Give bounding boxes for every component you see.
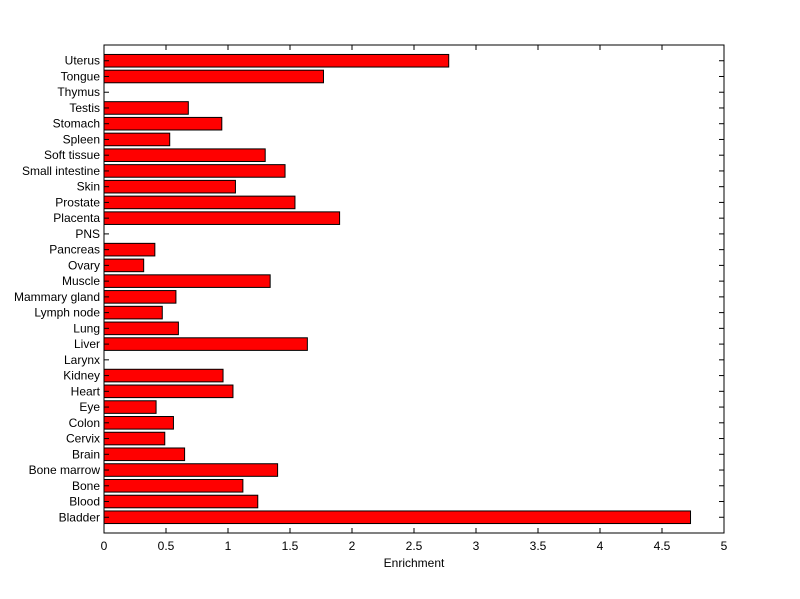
category-label-spleen: Spleen [63, 132, 100, 146]
axes-frame [103, 44, 725, 534]
category-label-pancreas: Pancreas [49, 243, 100, 257]
bar-lymph-node [103, 305, 163, 320]
category-label-placenta: Placenta [53, 211, 100, 225]
bar-uterus [103, 53, 450, 68]
category-label-bone: Bone [72, 479, 100, 493]
category-label-mammary-gland: Mammary gland [14, 290, 100, 304]
category-label-ovary: Ovary [68, 258, 100, 272]
bar-stomach [103, 116, 223, 131]
bar-skin [103, 179, 236, 194]
bar-bladder [103, 510, 692, 525]
bar-small-intestine [103, 164, 286, 178]
bar-kidney [103, 368, 224, 383]
x-tick-label-5: 2.5 [406, 539, 423, 553]
category-label-soft-tissue: Soft tissue [44, 148, 100, 162]
category-label-heart: Heart [71, 384, 101, 398]
x-tick-label-0: 0 [101, 539, 108, 553]
x-tick-label-7: 3.5 [530, 539, 547, 553]
bar-prostate [103, 195, 296, 210]
bar-liver [103, 337, 308, 351]
category-label-small-intestine: Small intestine [22, 164, 100, 178]
bar-spleen [103, 132, 171, 147]
category-label-blood: Blood [69, 495, 100, 509]
bar-eye [103, 400, 157, 414]
x-axis-label: Enrichment [384, 556, 445, 570]
x-tick-label-10: 5 [721, 539, 728, 553]
category-label-bone-marrow: Bone marrow [29, 463, 101, 477]
category-label-uterus: Uterus [65, 54, 100, 68]
category-label-skin: Skin [77, 180, 100, 194]
bar-tongue [103, 69, 324, 84]
bar-brain [103, 447, 186, 462]
x-tick-label-2: 1 [225, 539, 232, 553]
x-tick-label-3: 1.5 [282, 539, 299, 553]
category-label-colon: Colon [69, 416, 100, 430]
category-label-eye: Eye [79, 400, 100, 414]
x-tick-label-6: 3 [473, 539, 480, 553]
bar-muscle [103, 274, 271, 288]
category-label-testis: Testis [69, 101, 100, 115]
bar-soft-tissue [103, 148, 266, 162]
category-label-lung: Lung [73, 321, 100, 335]
bar-cervix [103, 431, 166, 446]
category-label-muscle: Muscle [62, 274, 100, 288]
bar-lung [103, 321, 179, 336]
category-label-thymus: Thymus [57, 85, 100, 99]
category-label-lymph-node: Lymph node [34, 306, 100, 320]
x-tick-label-8: 4 [597, 539, 604, 553]
bar-colon [103, 416, 174, 430]
bar-bone [103, 478, 244, 493]
bar-mammary-gland [103, 290, 177, 304]
category-label-brain: Brain [72, 447, 100, 461]
bar-heart [103, 384, 234, 399]
bar-ovary [103, 258, 145, 273]
bar-bone-marrow [103, 463, 279, 477]
ticks-layer [103, 45, 725, 533]
category-label-stomach: Stomach [53, 117, 100, 131]
category-label-prostate: Prostate [55, 195, 100, 209]
category-label-kidney: Kidney [63, 369, 100, 383]
x-tick-label-4: 2 [349, 539, 356, 553]
bar-blood [103, 494, 259, 509]
bar-pancreas [103, 242, 156, 257]
category-label-bladder: Bladder [59, 510, 100, 524]
x-tick-label-9: 4.5 [654, 539, 671, 553]
x-tick-labels: 0 0.5 1 1.5 2 2.5 3 3.5 4 4.5 5 [101, 539, 728, 553]
category-label-larynx: Larynx [64, 353, 100, 367]
category-label-cervix: Cervix [66, 432, 100, 446]
bar-placenta [103, 211, 341, 225]
category-label-liver: Liver [74, 337, 100, 351]
category-label-tongue: Tongue [61, 69, 101, 83]
category-label-pns: PNS [75, 227, 100, 241]
bar-testis [103, 101, 189, 115]
x-tick-label-1: 0.5 [158, 539, 175, 553]
